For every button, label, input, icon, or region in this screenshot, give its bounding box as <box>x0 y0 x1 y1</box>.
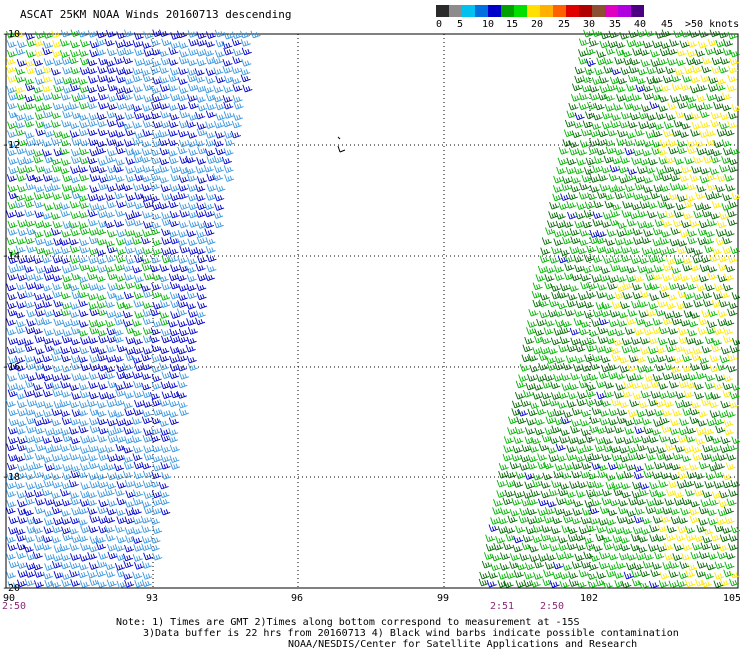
legend-swatch <box>527 5 540 17</box>
legend-swatch <box>631 5 644 17</box>
frame-border <box>5 33 739 589</box>
lat-label: -10 <box>2 29 20 40</box>
legend-label: 20 <box>531 19 544 30</box>
note-line-3: NOAA/NESDIS/Center for Satellite Applica… <box>288 639 638 650</box>
longitude-labels: 90 93 96 99 102 105 <box>3 593 740 604</box>
legend-swatch <box>553 5 566 17</box>
legend-swatch <box>579 5 592 17</box>
time-label: 2:50 <box>540 601 564 612</box>
lon-label: 90 <box>3 593 15 604</box>
lat-label: -20 <box>2 583 20 594</box>
legend-swatch <box>449 5 462 17</box>
legend-label: 30 <box>583 19 596 30</box>
lat-label: -16 <box>2 362 20 373</box>
legend-label: 5 <box>457 19 464 30</box>
legend-label: 40 <box>634 19 647 30</box>
wind-barb-group <box>478 29 740 589</box>
time-label: 2:50 <box>2 601 26 612</box>
legend-swatch <box>475 5 488 17</box>
legend-swatch <box>514 5 527 17</box>
legend-swatch <box>540 5 553 17</box>
map-title: ASCAT 25KM NOAA Winds 20160713 descendin… <box>20 8 292 21</box>
time-labels: 2:50 2:51 2:50 <box>2 601 564 612</box>
legend-label: 35 <box>609 19 622 30</box>
latitude-labels: -10 -12 -14 -16 -18 -20 <box>2 29 20 594</box>
legend-swatch <box>605 5 618 17</box>
lat-label: -18 <box>2 472 20 483</box>
lon-label: 99 <box>437 593 449 604</box>
legend-swatch <box>566 5 579 17</box>
lon-label: 96 <box>291 593 303 604</box>
legend-label: 45 <box>661 19 674 30</box>
time-label: 2:51 <box>490 601 514 612</box>
contaminated-barb <box>337 136 346 153</box>
legend-swatch <box>592 5 605 17</box>
wind-barb-group <box>6 29 740 589</box>
wind-barb-group <box>5 29 660 589</box>
legend-swatches <box>436 5 644 17</box>
legend-label: >50 knots <box>685 19 740 30</box>
lat-label: -14 <box>2 251 20 262</box>
legend-swatch <box>618 5 631 17</box>
lon-label: 105 <box>723 593 740 604</box>
legend-label: 10 <box>482 19 495 30</box>
legend-swatch <box>462 5 475 17</box>
legend-label: 0 <box>436 19 443 30</box>
legend-swatch <box>436 5 449 17</box>
note-line-2: 3)Data buffer is 22 hrs from 20160713 4)… <box>143 628 679 639</box>
legend-swatch <box>488 5 501 17</box>
legend-labels: 0 5 10 15 20 25 30 35 40 45 >50 knots <box>436 17 739 31</box>
legend-swatch <box>501 5 514 17</box>
legend-label: 25 <box>558 19 571 30</box>
lon-label: 93 <box>146 593 158 604</box>
lon-label: 102 <box>580 593 598 604</box>
wind-speed-legend: 0 5 10 15 20 25 30 35 40 45 >50 knots <box>436 5 739 31</box>
wind-barbs <box>5 29 740 589</box>
note-line-1: Note: 1) Times are GMT 2)Times along bot… <box>116 617 580 628</box>
legend-label: 15 <box>506 19 519 30</box>
wind-barb-group <box>5 29 261 589</box>
wind-barb-group <box>5 30 740 588</box>
lat-label: -12 <box>2 140 20 151</box>
